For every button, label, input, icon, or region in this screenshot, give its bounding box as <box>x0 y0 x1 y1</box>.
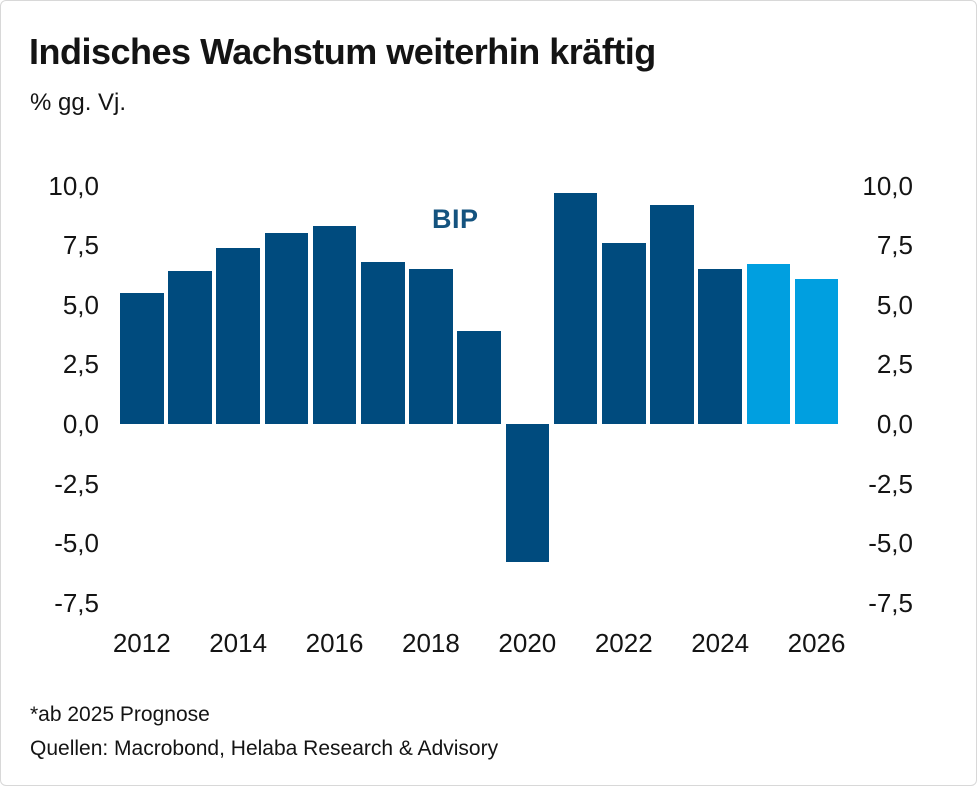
y-axis-label-left-0,0: 0,0 <box>62 409 99 439</box>
y-axis-label-right-2,5: 2,5 <box>876 349 913 380</box>
chart-title: Indisches Wachstum weiterhin kräftig <box>29 31 656 72</box>
x-axis-label-2014: 2014 <box>209 628 268 658</box>
y-axis-label-left--7,5: -7,5 <box>54 587 99 618</box>
x-axis-label-2018: 2018 <box>402 628 460 658</box>
x-axis-label-2020: 2020 <box>498 628 557 658</box>
bar-2015 <box>264 233 309 424</box>
y-axis-label-right--7,5: -7,5 <box>868 587 913 618</box>
y-axis-label-left-5,0: 5,0 <box>62 289 99 320</box>
y-axis-label-left--5,0: -5,0 <box>54 528 99 559</box>
bar-2017 <box>361 261 405 424</box>
y-axis-label-right-0,0: 0,0 <box>876 409 913 439</box>
bar-2016 <box>312 226 357 424</box>
y-axis-label-right-7,5: 7,5 <box>876 230 913 261</box>
x-axis-label-2026: 2026 <box>787 628 846 658</box>
bar-2026 <box>794 278 839 424</box>
y-axis-label-left-2,5: 2,5 <box>62 349 99 380</box>
footnote-prognose: *ab 2025 Prognose <box>30 703 210 726</box>
bar-2014 <box>216 247 260 424</box>
x-axis-label-2024: 2024 <box>691 628 750 658</box>
y-axis-label-left-10,0: 10,0 <box>48 170 99 201</box>
y-axis-label-right--5,0: -5,0 <box>868 528 913 559</box>
bar-2022 <box>602 242 646 424</box>
bar-2021 <box>553 192 598 424</box>
y-axis-label-right-10,0: 10,0 <box>862 170 913 201</box>
x-axis-label-2022: 2022 <box>594 628 653 658</box>
x-axis-label-2012: 2012 <box>112 628 171 658</box>
bar-2025 <box>746 264 791 424</box>
bar-2023 <box>650 204 694 424</box>
x-axis-label-2016: 2016 <box>305 628 364 658</box>
series-label-bip: BIP <box>432 204 479 234</box>
y-axis-label-right-5,0: 5,0 <box>876 289 913 320</box>
bar-2024 <box>698 269 742 424</box>
sources-line: Quellen: Macrobond, Helaba Research & Ad… <box>30 737 499 760</box>
bar-2012 <box>120 292 164 424</box>
bar-2018 <box>409 269 453 424</box>
y-axis-label-right--2,5: -2,5 <box>868 468 913 499</box>
bar-2013 <box>168 271 212 424</box>
y-axis-label-left-7,5: 7,5 <box>62 230 99 261</box>
bar-2019 <box>457 331 501 424</box>
y-axis-label-left--2,5: -2,5 <box>54 468 99 499</box>
bar-2020 <box>505 424 550 563</box>
chart-subtitle: % gg. Vj. <box>30 89 127 116</box>
